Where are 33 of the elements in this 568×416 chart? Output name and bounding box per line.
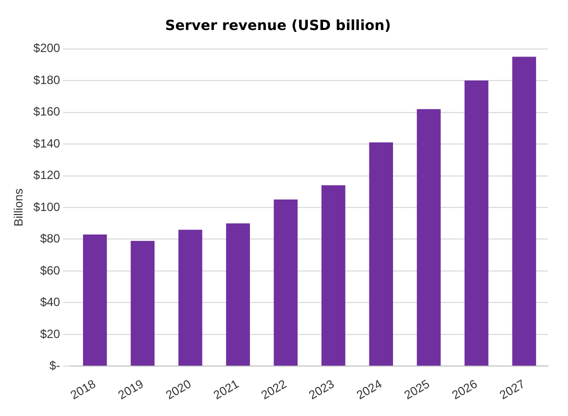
bar: [226, 223, 250, 366]
y-tick-label: $80: [40, 232, 60, 246]
bar: [512, 56, 536, 366]
bar: [464, 80, 488, 366]
bar: [416, 109, 441, 366]
y-axis-title: Billions: [12, 188, 26, 226]
x-tick-label: 2027: [497, 376, 528, 402]
chart-title: Server revenue (USD billion): [165, 18, 391, 34]
y-tick-label: $200: [33, 41, 60, 56]
x-tick-label: 2024: [354, 376, 385, 402]
x-tick-label: 2022: [258, 376, 290, 402]
x-tick-label: 2025: [402, 376, 432, 402]
bar: [321, 185, 346, 366]
y-tick-label: $180: [33, 72, 60, 87]
x-tick-label: 2021: [211, 376, 242, 402]
y-tick-label: $-: [49, 358, 60, 372]
x-tick-label: 2020: [163, 376, 194, 402]
bar: [369, 142, 394, 366]
y-tick-label: $60: [40, 263, 60, 278]
bar: [274, 200, 298, 366]
y-tick-label: $100: [33, 200, 60, 214]
x-tick-label: 2026: [449, 376, 480, 402]
bar: [83, 234, 107, 366]
x-tick-label: 2023: [306, 376, 337, 402]
y-tick-label: $20: [40, 326, 60, 341]
bar: [178, 230, 202, 366]
y-tick-label: $120: [33, 168, 60, 182]
bar: [130, 240, 155, 366]
x-tick-label: 2018: [68, 376, 98, 402]
y-tick-label: $40: [40, 295, 60, 310]
x-tick-label: 2019: [116, 376, 146, 402]
y-tick-label: $160: [33, 104, 60, 119]
y-tick-label: $140: [33, 136, 60, 150]
